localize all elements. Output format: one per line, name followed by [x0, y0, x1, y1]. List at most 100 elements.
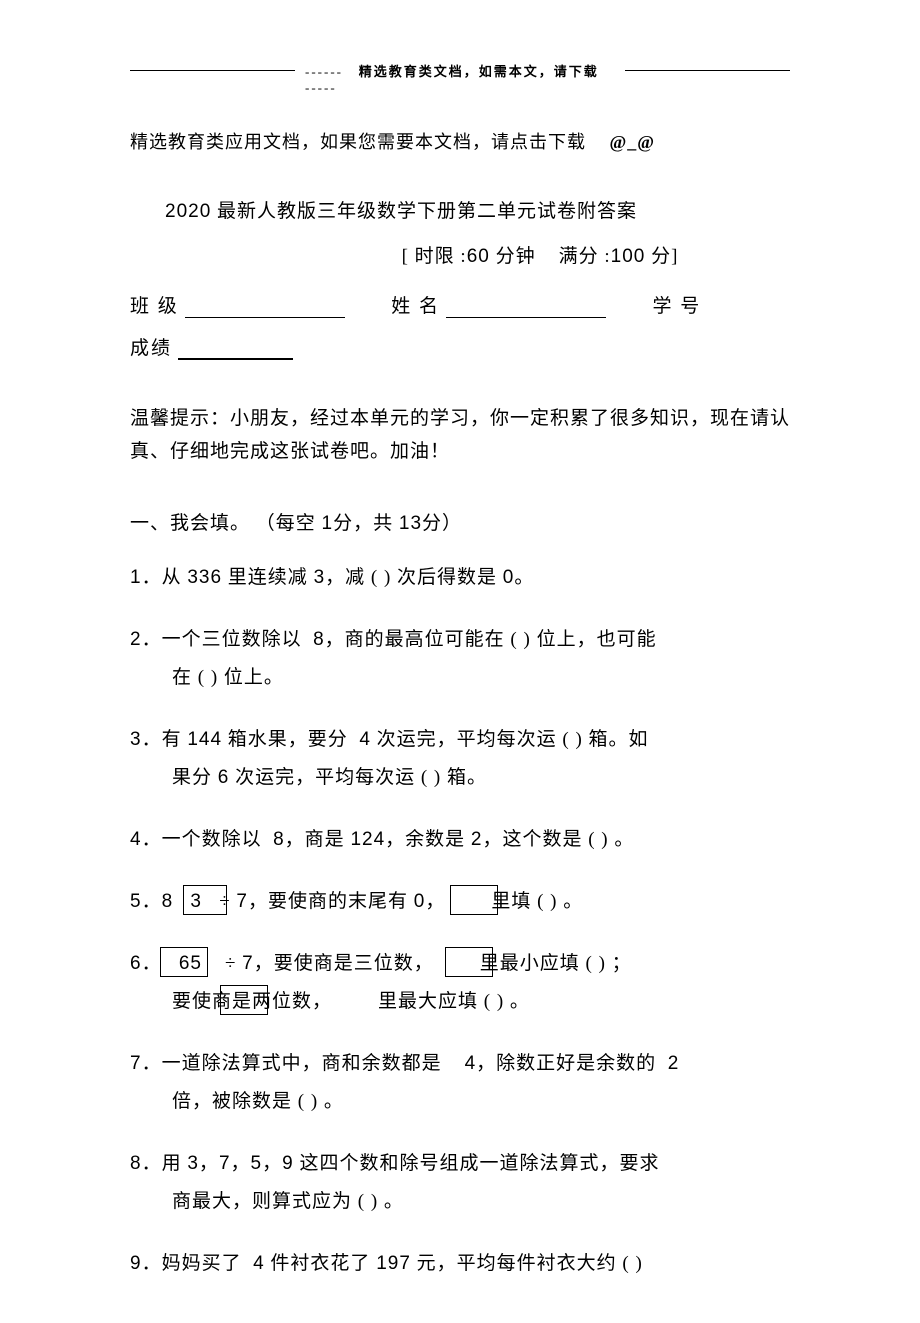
- section-detail-3: 分）: [422, 513, 462, 534]
- title-text: 最新人教版三年级数学下册第二单元试卷附答案: [217, 201, 637, 222]
- q8-p4: ，: [262, 1153, 282, 1174]
- document-title: 2020 最新人教版三年级数学下册第二单元试卷附答案: [130, 196, 790, 223]
- question-4: 4．一个数除以 8，商是 124，余数是 2，这个数是 ( ) 。: [130, 821, 790, 859]
- q3-l2-p1: 果分: [172, 767, 212, 788]
- question-5: 5．8 3 ÷ 7，要使商的末尾有 0， 里填 ( ) 。: [130, 883, 790, 921]
- q1-p4: 。: [514, 567, 534, 588]
- q3-l2-p2: 次运完，平均每次运 ( ) 箱。: [235, 767, 487, 788]
- score-label: 满分 :: [559, 246, 611, 267]
- class-label: 班 级: [130, 296, 179, 317]
- header-label: 精选教育类文档，如需本文，请下载: [348, 64, 609, 79]
- q8-p1: 用: [162, 1153, 182, 1174]
- section-detail-1: （每空: [256, 513, 316, 534]
- time-unit: 分钟: [496, 246, 536, 267]
- q2-v1: 8: [313, 629, 325, 650]
- header-dash-right: -----: [305, 80, 337, 95]
- q7-p1: 一道除法算式中，商和余数都是: [162, 1053, 442, 1074]
- section-val-2: 13: [399, 513, 422, 534]
- q2-p1: 一个三位数除以: [162, 629, 302, 650]
- header-divider: ------ 精选教育类文档，如需本文，请下载 -----: [130, 70, 790, 71]
- exam-info: [ 时限 :60 分钟 满分 :100 分]: [130, 241, 790, 268]
- q4-v3: 2: [471, 829, 483, 850]
- q8-num: 8．: [130, 1153, 162, 1174]
- q6-p2: ，要使商是三位数，: [254, 953, 434, 974]
- q5-p3: 里填 ( ) 。: [491, 891, 583, 912]
- q9-v1: 4: [253, 1253, 265, 1274]
- header-text: ------ 精选教育类文档，如需本文，请下载 -----: [295, 61, 625, 96]
- score-unit: 分]: [651, 246, 678, 267]
- at-symbol: @_@: [610, 132, 656, 152]
- q5-v3: 7: [236, 891, 248, 912]
- q6-p3: 里最小应填 ( ) ；: [480, 953, 632, 974]
- intro-content: 精选教育类应用文档，如果您需要本文档，请点击下载: [130, 132, 586, 152]
- time-label: [ 时限 :: [402, 246, 467, 267]
- section-val-1: 1: [322, 513, 334, 534]
- question-2: 2．一个三位数除以 8，商的最高位可能在 ( ) 位上，也可能 在 ( ) 位上…: [130, 621, 790, 697]
- q4-p1: 一个数除以: [162, 829, 262, 850]
- question-9: 9．妈妈买了 4 件衬衣花了 197 元，平均每件衬衣大约 ( ): [130, 1245, 790, 1283]
- score-label-student: 成绩: [130, 338, 172, 359]
- class-blank: [185, 298, 345, 318]
- q2-p2: ，商的最高位可能在 ( ) 位上，也可能: [325, 629, 657, 650]
- q7-p2: ，除数正好是余数的: [476, 1053, 656, 1074]
- q8-p3: ，: [231, 1153, 251, 1174]
- q3-v1: 144: [187, 729, 222, 750]
- q6-v2: 7: [242, 953, 254, 974]
- q7-v2: 2: [668, 1053, 680, 1074]
- q9-v2: 197: [376, 1253, 411, 1274]
- name-blank: [446, 298, 606, 318]
- tip-text: 温馨提示：小朋友，经过本单元的学习，你一定积累了很多知识，现在请认真、仔细地完成…: [130, 402, 790, 469]
- q1-p1: 从: [162, 567, 182, 588]
- q5-v1: 8: [162, 891, 174, 912]
- section-detail-2: 分，共: [333, 513, 393, 534]
- q8-v1: 3: [187, 1153, 199, 1174]
- q6-line2: 要使商是两位数， 里最大应填 ( ) 。: [130, 983, 790, 1021]
- q5-p2: ，要使商的末尾有: [248, 891, 408, 912]
- q6-num: 6．: [130, 953, 162, 974]
- q3-line2: 果分 6 次运完，平均每次运 ( ) 箱。: [130, 759, 790, 797]
- q5-box-1: [183, 885, 227, 915]
- q3-p1: 有: [162, 729, 182, 750]
- header-dash-left: ------: [305, 64, 343, 79]
- q9-num: 9．: [130, 1253, 162, 1274]
- q3-v2: 4: [359, 729, 371, 750]
- question-1: 1．从 336 里连续减 3，减 ( ) 次后得数是 0。: [130, 559, 790, 597]
- q4-v2: 124: [350, 829, 385, 850]
- q2-num: 2．: [130, 629, 162, 650]
- id-label: 学 号: [653, 296, 702, 317]
- q3-p2: 箱水果，要分: [228, 729, 348, 750]
- q6-l2-p2: 里最大应填 ( ) 。: [378, 991, 530, 1012]
- score-blank: [178, 340, 293, 360]
- title-year: 2020: [165, 201, 211, 222]
- q1-p3: ，减 ( ) 次后得数是: [325, 567, 497, 588]
- q6-box-1: [160, 947, 208, 977]
- q1-v1: 336: [187, 567, 222, 588]
- question-6: 6． 65 ÷ 7，要使商是三位数， 里最小应填 ( ) ； 要使商是两位数， …: [130, 945, 790, 1021]
- q6-p1: ÷: [225, 953, 236, 974]
- section-1-header: 一、我会填。 （每空 1分，共 13分）: [130, 508, 790, 535]
- q7-num: 7．: [130, 1053, 162, 1074]
- q8-p2: ，: [199, 1153, 219, 1174]
- q6-box-3: [220, 985, 268, 1015]
- question-7: 7．一道除法算式中，商和余数都是 4，除数正好是余数的 2 倍，被除数是 ( )…: [130, 1045, 790, 1121]
- time-value: 60: [467, 246, 490, 267]
- q9-p2: 件衬衣花了: [270, 1253, 370, 1274]
- q5-v4: 0，: [414, 891, 446, 912]
- q8-v4: 9: [282, 1153, 294, 1174]
- question-8: 8．用 3，7，5，9 这四个数和除号组成一道除法算式，要求 商最大，则算式应为…: [130, 1145, 790, 1221]
- q7-v1: 4: [465, 1053, 477, 1074]
- q4-num: 4．: [130, 829, 162, 850]
- q9-p1: 妈妈买了: [162, 1253, 242, 1274]
- q7-line2: 倍，被除数是 ( ) 。: [130, 1083, 790, 1121]
- q3-num: 3．: [130, 729, 162, 750]
- q8-line2: 商最大，则算式应为 ( ) 。: [130, 1183, 790, 1221]
- name-label: 姓 名: [391, 296, 440, 317]
- q1-p2: 里连续减: [228, 567, 308, 588]
- q3-l2-v1: 6: [218, 767, 230, 788]
- q4-p2: ，商是: [285, 829, 345, 850]
- q8-v3: 5: [251, 1153, 263, 1174]
- q4-v1: 8: [273, 829, 285, 850]
- q3-p3: 次运完，平均每次运 ( ) 箱。如: [377, 729, 649, 750]
- q9-p3: 元，平均每件衬衣大约 ( ): [417, 1253, 643, 1274]
- q4-p4: ，这个数是 ( ) 。: [482, 829, 634, 850]
